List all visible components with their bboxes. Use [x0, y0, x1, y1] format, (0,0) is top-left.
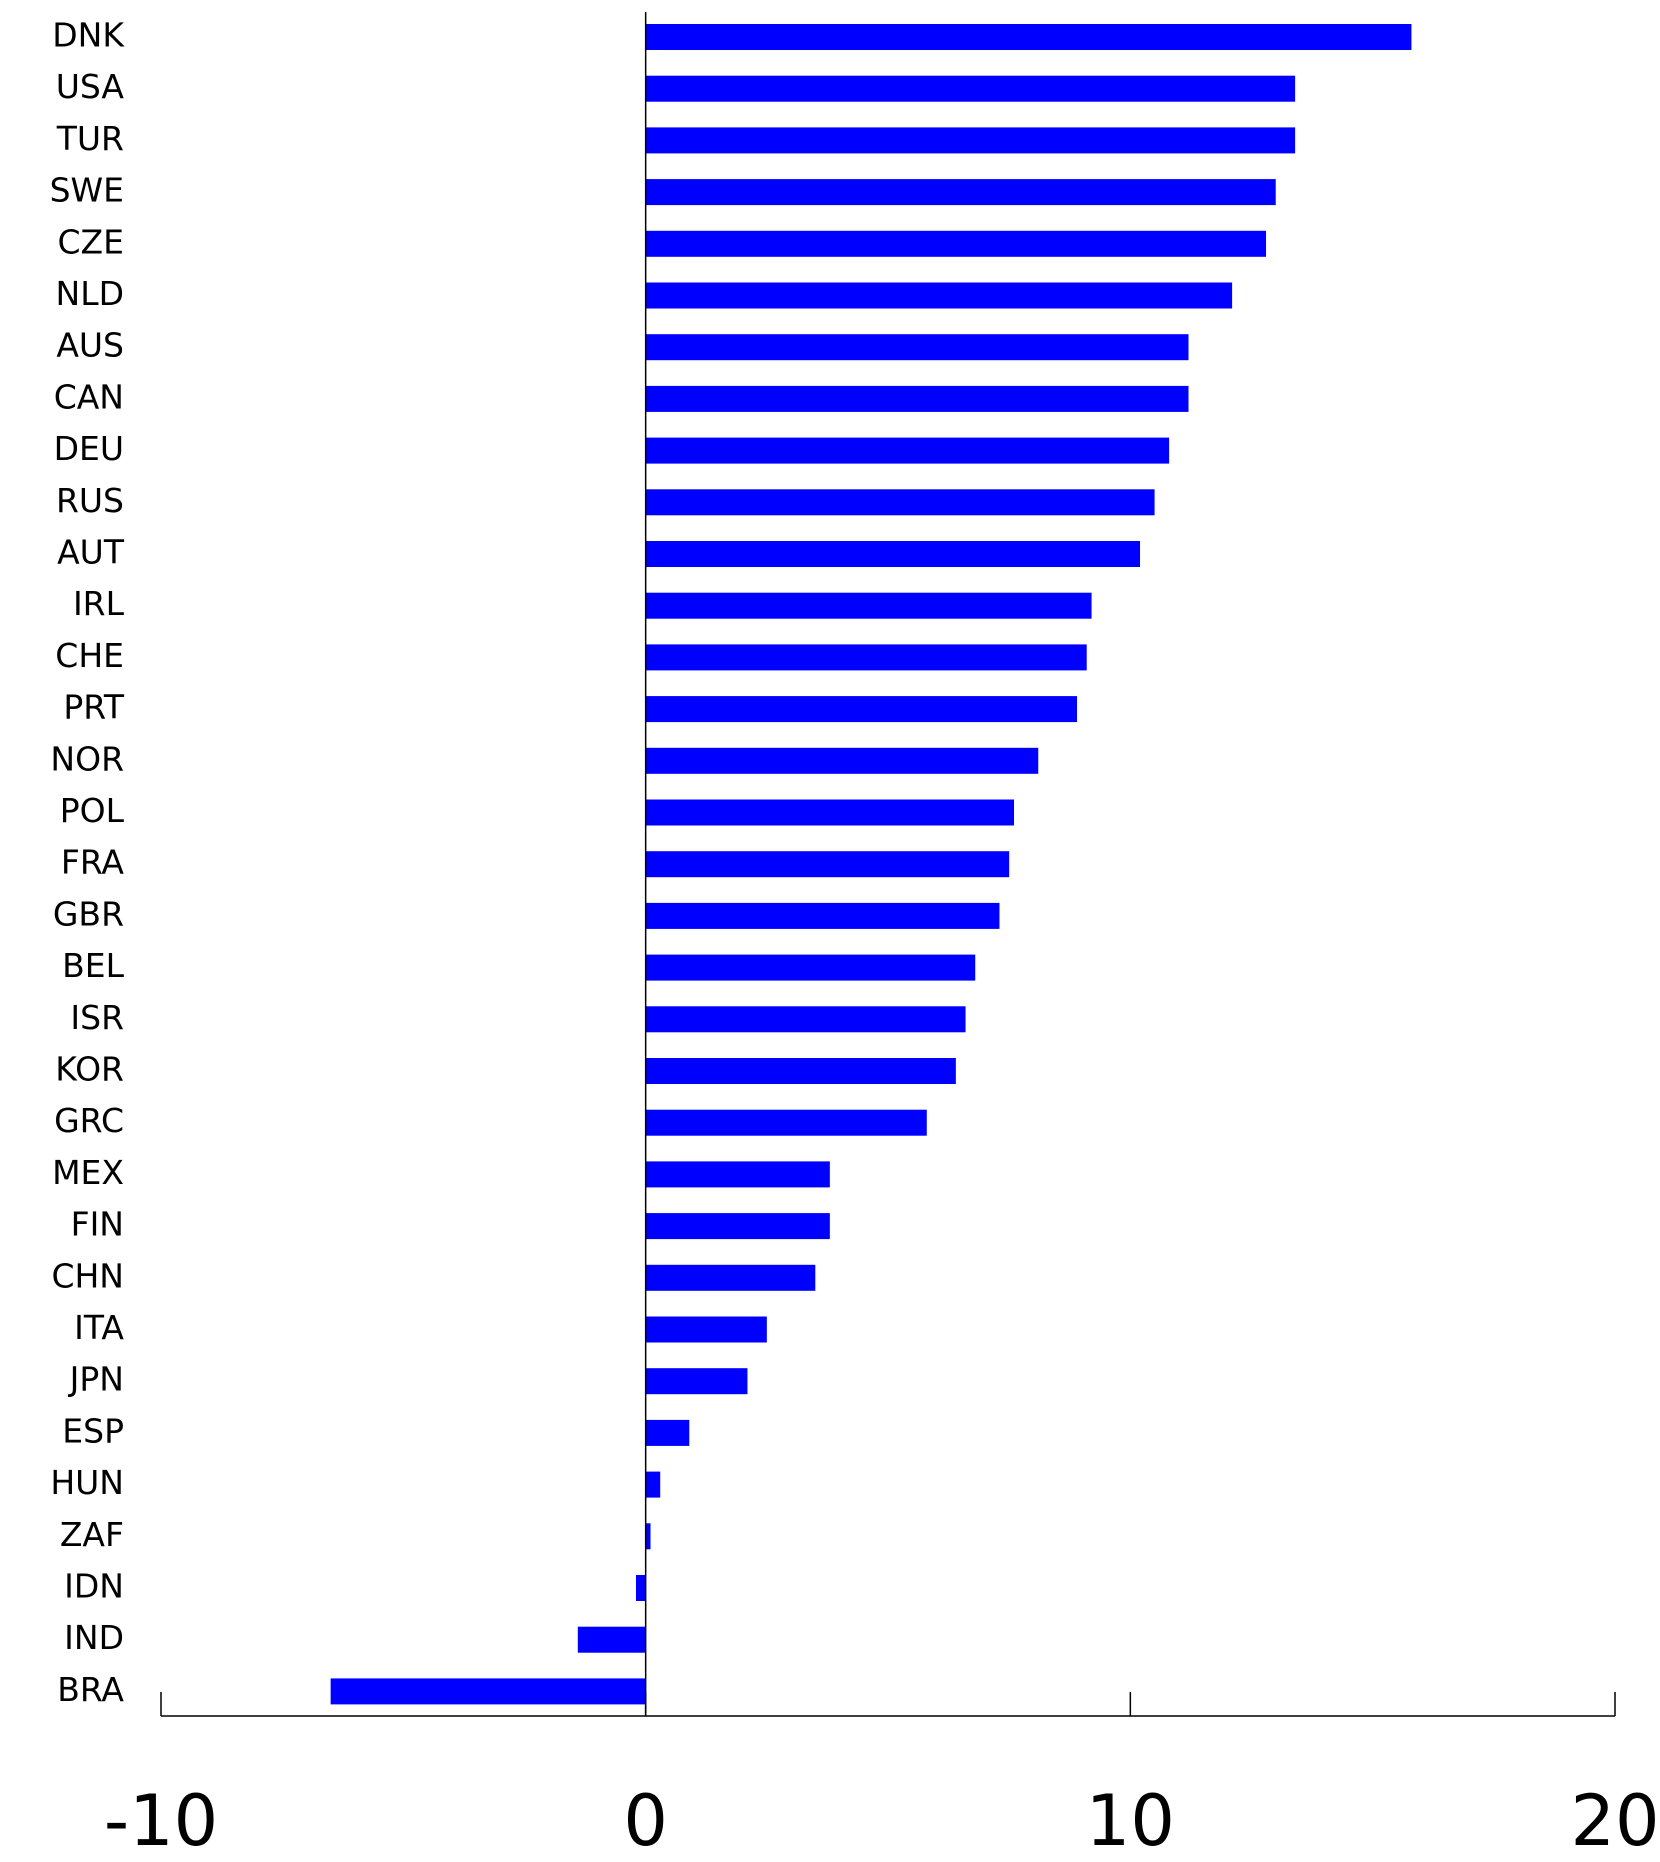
bar — [645, 747, 1039, 774]
bar — [645, 1006, 966, 1033]
x-tick-label: -10 — [104, 1780, 218, 1862]
bar — [645, 489, 1155, 516]
bar — [577, 1626, 646, 1653]
y-tick-label: AUS — [56, 326, 124, 365]
y-tick-label: CHN — [51, 1256, 124, 1295]
y-tick-label: POL — [60, 791, 125, 830]
bar — [645, 437, 1170, 464]
y-tick-label: AUT — [57, 533, 125, 572]
y-tick-label: FIN — [71, 1205, 124, 1244]
bar — [645, 1161, 830, 1188]
bar — [645, 1058, 956, 1084]
bar — [645, 954, 976, 981]
bar — [645, 1471, 661, 1498]
y-tick-label: SWE — [50, 171, 124, 210]
y-tick-label: BRA — [57, 1670, 124, 1709]
y-tick-label: KOR — [55, 1050, 124, 1089]
bar — [645, 282, 1233, 309]
bar — [330, 1678, 646, 1705]
y-tick-label: DNK — [52, 16, 125, 55]
bar — [645, 541, 1141, 567]
y-tick-label: RUS — [56, 481, 124, 520]
bar — [645, 75, 1296, 102]
y-tick-label: FRA — [61, 843, 125, 882]
bar — [645, 230, 1267, 257]
bar — [645, 1523, 651, 1550]
y-tick-label: CHE — [55, 636, 124, 675]
bar — [645, 127, 1296, 154]
bar — [645, 851, 1010, 878]
y-tick-label: PRT — [63, 688, 124, 727]
y-tick-label: ITA — [74, 1308, 124, 1347]
x-tick-label: 10 — [1086, 1780, 1175, 1862]
bar — [645, 24, 1412, 50]
bar — [645, 179, 1276, 206]
bar — [645, 644, 1087, 671]
y-tick-label: TUR — [56, 119, 124, 158]
bar — [645, 799, 1015, 826]
y-tick-label: GRC — [54, 1101, 124, 1140]
y-tick-label: CZE — [58, 222, 125, 261]
bar — [645, 1419, 690, 1446]
bar — [645, 592, 1092, 619]
bar — [645, 1109, 927, 1136]
bar — [645, 1368, 748, 1395]
y-tick-label: USA — [56, 67, 125, 106]
bar — [645, 1264, 816, 1291]
y-tick-label: IND — [64, 1618, 124, 1657]
y-tick-label: ESP — [62, 1411, 124, 1450]
bar — [635, 1575, 646, 1601]
bar — [645, 385, 1189, 412]
y-tick-label: CAN — [54, 377, 124, 416]
y-tick-label: BEL — [62, 946, 124, 985]
bar — [645, 902, 1000, 929]
y-tick-label: JPN — [68, 1360, 124, 1399]
y-tick-label: IDN — [64, 1567, 124, 1606]
y-tick-label: ISR — [70, 998, 124, 1037]
y-tick-label: MEX — [52, 1153, 124, 1192]
y-tick-label: NOR — [50, 739, 124, 778]
y-tick-label: DEU — [54, 429, 124, 468]
bar — [645, 696, 1078, 723]
x-tick-label: 0 — [623, 1780, 668, 1862]
bar — [645, 334, 1189, 361]
y-tick-label: ZAF — [60, 1515, 124, 1554]
bar — [645, 1213, 830, 1240]
y-tick-label: NLD — [56, 274, 124, 313]
x-tick-label: 20 — [1570, 1780, 1659, 1862]
y-tick-label: HUN — [50, 1463, 124, 1502]
y-tick-label: IRL — [73, 584, 125, 623]
bar — [645, 1316, 767, 1343]
y-tick-label: GBR — [53, 894, 124, 933]
